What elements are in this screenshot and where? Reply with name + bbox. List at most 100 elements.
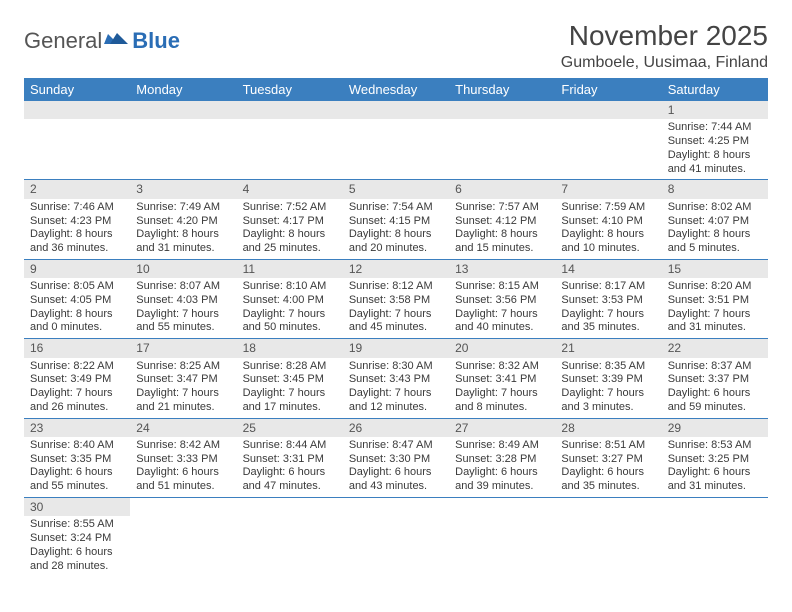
calendar-cell: 10Sunrise: 8:07 AMSunset: 4:03 PMDayligh… — [130, 259, 236, 338]
sunrise-text: Sunrise: 7:57 AM — [455, 201, 549, 215]
sunrise-text: Sunrise: 8:44 AM — [243, 439, 337, 453]
day-details: Sunrise: 8:37 AMSunset: 3:37 PMDaylight:… — [662, 358, 768, 418]
daylight-text: Daylight: 6 hours and 35 minutes. — [561, 466, 655, 494]
day-details: Sunrise: 8:51 AMSunset: 3:27 PMDaylight:… — [555, 437, 661, 497]
day-details: Sunrise: 8:07 AMSunset: 4:03 PMDaylight:… — [130, 278, 236, 338]
day-number: 8 — [662, 180, 768, 198]
calendar-cell: 23Sunrise: 8:40 AMSunset: 3:35 PMDayligh… — [24, 418, 130, 497]
sunset-text: Sunset: 3:58 PM — [349, 294, 443, 308]
daylight-text: Daylight: 6 hours and 31 minutes. — [668, 466, 762, 494]
sunrise-text: Sunrise: 8:32 AM — [455, 360, 549, 374]
day-details: Sunrise: 8:49 AMSunset: 3:28 PMDaylight:… — [449, 437, 555, 497]
day-number: 2 — [24, 180, 130, 198]
sunset-text: Sunset: 3:47 PM — [136, 373, 230, 387]
daylight-text: Daylight: 7 hours and 17 minutes. — [243, 387, 337, 415]
daylight-text: Daylight: 7 hours and 12 minutes. — [349, 387, 443, 415]
calendar-cell — [237, 101, 343, 180]
day-number: 3 — [130, 180, 236, 198]
calendar-cell: 15Sunrise: 8:20 AMSunset: 3:51 PMDayligh… — [662, 259, 768, 338]
day-number: 9 — [24, 260, 130, 278]
day-details: Sunrise: 8:15 AMSunset: 3:56 PMDaylight:… — [449, 278, 555, 338]
day-number-bar-empty — [343, 101, 449, 119]
sunrise-text: Sunrise: 7:49 AM — [136, 201, 230, 215]
sunset-text: Sunset: 3:49 PM — [30, 373, 124, 387]
sunset-text: Sunset: 3:39 PM — [561, 373, 655, 387]
day-details: Sunrise: 8:10 AMSunset: 4:00 PMDaylight:… — [237, 278, 343, 338]
sunset-text: Sunset: 3:53 PM — [561, 294, 655, 308]
sunrise-text: Sunrise: 8:51 AM — [561, 439, 655, 453]
day-number: 25 — [237, 419, 343, 437]
weekday-header: Saturday — [662, 78, 768, 101]
sunset-text: Sunset: 3:51 PM — [668, 294, 762, 308]
sunset-text: Sunset: 3:37 PM — [668, 373, 762, 387]
sunset-text: Sunset: 3:30 PM — [349, 453, 443, 467]
sunrise-text: Sunrise: 8:28 AM — [243, 360, 337, 374]
calendar-cell: 21Sunrise: 8:35 AMSunset: 3:39 PMDayligh… — [555, 339, 661, 418]
day-details: Sunrise: 8:47 AMSunset: 3:30 PMDaylight:… — [343, 437, 449, 497]
sunset-text: Sunset: 4:07 PM — [668, 215, 762, 229]
day-details: Sunrise: 8:44 AMSunset: 3:31 PMDaylight:… — [237, 437, 343, 497]
sunset-text: Sunset: 4:05 PM — [30, 294, 124, 308]
day-number: 11 — [237, 260, 343, 278]
sunrise-text: Sunrise: 8:49 AM — [455, 439, 549, 453]
day-number: 18 — [237, 339, 343, 357]
sunrise-text: Sunrise: 8:12 AM — [349, 280, 443, 294]
sunset-text: Sunset: 4:20 PM — [136, 215, 230, 229]
day-number: 29 — [662, 419, 768, 437]
weekday-header: Thursday — [449, 78, 555, 101]
calendar-cell: 17Sunrise: 8:25 AMSunset: 3:47 PMDayligh… — [130, 339, 236, 418]
daylight-text: Daylight: 7 hours and 31 minutes. — [668, 308, 762, 336]
daylight-text: Daylight: 7 hours and 40 minutes. — [455, 308, 549, 336]
daylight-text: Daylight: 8 hours and 31 minutes. — [136, 228, 230, 256]
day-number-bar-empty — [237, 101, 343, 119]
sunset-text: Sunset: 3:35 PM — [30, 453, 124, 467]
daylight-text: Daylight: 7 hours and 50 minutes. — [243, 308, 337, 336]
title-block: November 2025 Gumboele, Uusimaa, Finland — [561, 20, 768, 72]
sunrise-text: Sunrise: 8:17 AM — [561, 280, 655, 294]
header: General Blue November 2025 Gumboele, Uus… — [24, 20, 768, 72]
sunrise-text: Sunrise: 7:52 AM — [243, 201, 337, 215]
sunrise-text: Sunrise: 8:47 AM — [349, 439, 443, 453]
daylight-text: Daylight: 6 hours and 59 minutes. — [668, 387, 762, 415]
day-details: Sunrise: 8:55 AMSunset: 3:24 PMDaylight:… — [24, 516, 130, 576]
sunset-text: Sunset: 4:25 PM — [668, 135, 762, 149]
calendar-cell — [662, 497, 768, 576]
calendar-cell — [555, 497, 661, 576]
calendar-cell: 25Sunrise: 8:44 AMSunset: 3:31 PMDayligh… — [237, 418, 343, 497]
day-details: Sunrise: 7:52 AMSunset: 4:17 PMDaylight:… — [237, 199, 343, 259]
daylight-text: Daylight: 6 hours and 55 minutes. — [30, 466, 124, 494]
calendar-cell: 3 Sunrise: 7:49 AMSunset: 4:20 PMDaylight… — [130, 180, 236, 259]
sunset-text: Sunset: 4:00 PM — [243, 294, 337, 308]
sunset-text: Sunset: 3:33 PM — [136, 453, 230, 467]
sunset-text: Sunset: 3:56 PM — [455, 294, 549, 308]
sunset-text: Sunset: 4:12 PM — [455, 215, 549, 229]
day-details: Sunrise: 8:30 AMSunset: 3:43 PMDaylight:… — [343, 358, 449, 418]
calendar-cell — [343, 497, 449, 576]
page-title: November 2025 — [561, 20, 768, 52]
daylight-text: Daylight: 6 hours and 39 minutes. — [455, 466, 549, 494]
calendar-cell: 16Sunrise: 8:22 AMSunset: 3:49 PMDayligh… — [24, 339, 130, 418]
sunrise-text: Sunrise: 8:07 AM — [136, 280, 230, 294]
daylight-text: Daylight: 8 hours and 0 minutes. — [30, 308, 124, 336]
calendar-cell: 4Sunrise: 7:52 AMSunset: 4:17 PMDaylight… — [237, 180, 343, 259]
sunrise-text: Sunrise: 8:20 AM — [668, 280, 762, 294]
day-details: Sunrise: 8:28 AMSunset: 3:45 PMDaylight:… — [237, 358, 343, 418]
daylight-text: Daylight: 6 hours and 47 minutes. — [243, 466, 337, 494]
day-details: Sunrise: 8:02 AMSunset: 4:07 PMDaylight:… — [662, 199, 768, 259]
sunrise-text: Sunrise: 7:54 AM — [349, 201, 443, 215]
daylight-text: Daylight: 8 hours and 10 minutes. — [561, 228, 655, 256]
daylight-text: Daylight: 6 hours and 43 minutes. — [349, 466, 443, 494]
day-details: Sunrise: 8:25 AMSunset: 3:47 PMDaylight:… — [130, 358, 236, 418]
sunset-text: Sunset: 4:10 PM — [561, 215, 655, 229]
calendar-cell — [130, 497, 236, 576]
sunset-text: Sunset: 4:23 PM — [30, 215, 124, 229]
sunrise-text: Sunrise: 8:37 AM — [668, 360, 762, 374]
daylight-text: Daylight: 6 hours and 28 minutes. — [30, 546, 124, 574]
calendar-cell: 30Sunrise: 8:55 AMSunset: 3:24 PMDayligh… — [24, 497, 130, 576]
day-number: 6 — [449, 180, 555, 198]
day-details: Sunrise: 8:22 AMSunset: 3:49 PMDaylight:… — [24, 358, 130, 418]
sunrise-text: Sunrise: 8:40 AM — [30, 439, 124, 453]
sunset-text: Sunset: 4:15 PM — [349, 215, 443, 229]
daylight-text: Daylight: 8 hours and 41 minutes. — [668, 149, 762, 177]
calendar-cell: 19Sunrise: 8:30 AMSunset: 3:43 PMDayligh… — [343, 339, 449, 418]
